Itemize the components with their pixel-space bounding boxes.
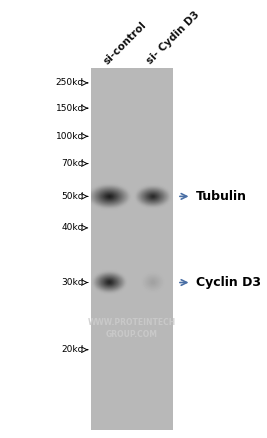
- Text: 70kd: 70kd: [61, 159, 84, 168]
- Text: 50kd: 50kd: [61, 192, 84, 201]
- Text: 150kd: 150kd: [56, 104, 84, 113]
- Text: 20kd: 20kd: [61, 345, 84, 354]
- Text: 250kd: 250kd: [56, 78, 84, 88]
- Text: 30kd: 30kd: [61, 278, 84, 287]
- Text: si-control: si-control: [102, 20, 148, 66]
- Text: 100kd: 100kd: [56, 132, 84, 141]
- Text: WWW.PROTEINTECH
GROUP.COM: WWW.PROTEINTECH GROUP.COM: [88, 318, 176, 339]
- Text: 40kd: 40kd: [61, 223, 84, 233]
- Text: Tubulin: Tubulin: [196, 190, 247, 203]
- Text: Cyclin D3: Cyclin D3: [196, 276, 261, 289]
- Text: si- Cydin D3: si- Cydin D3: [145, 10, 201, 66]
